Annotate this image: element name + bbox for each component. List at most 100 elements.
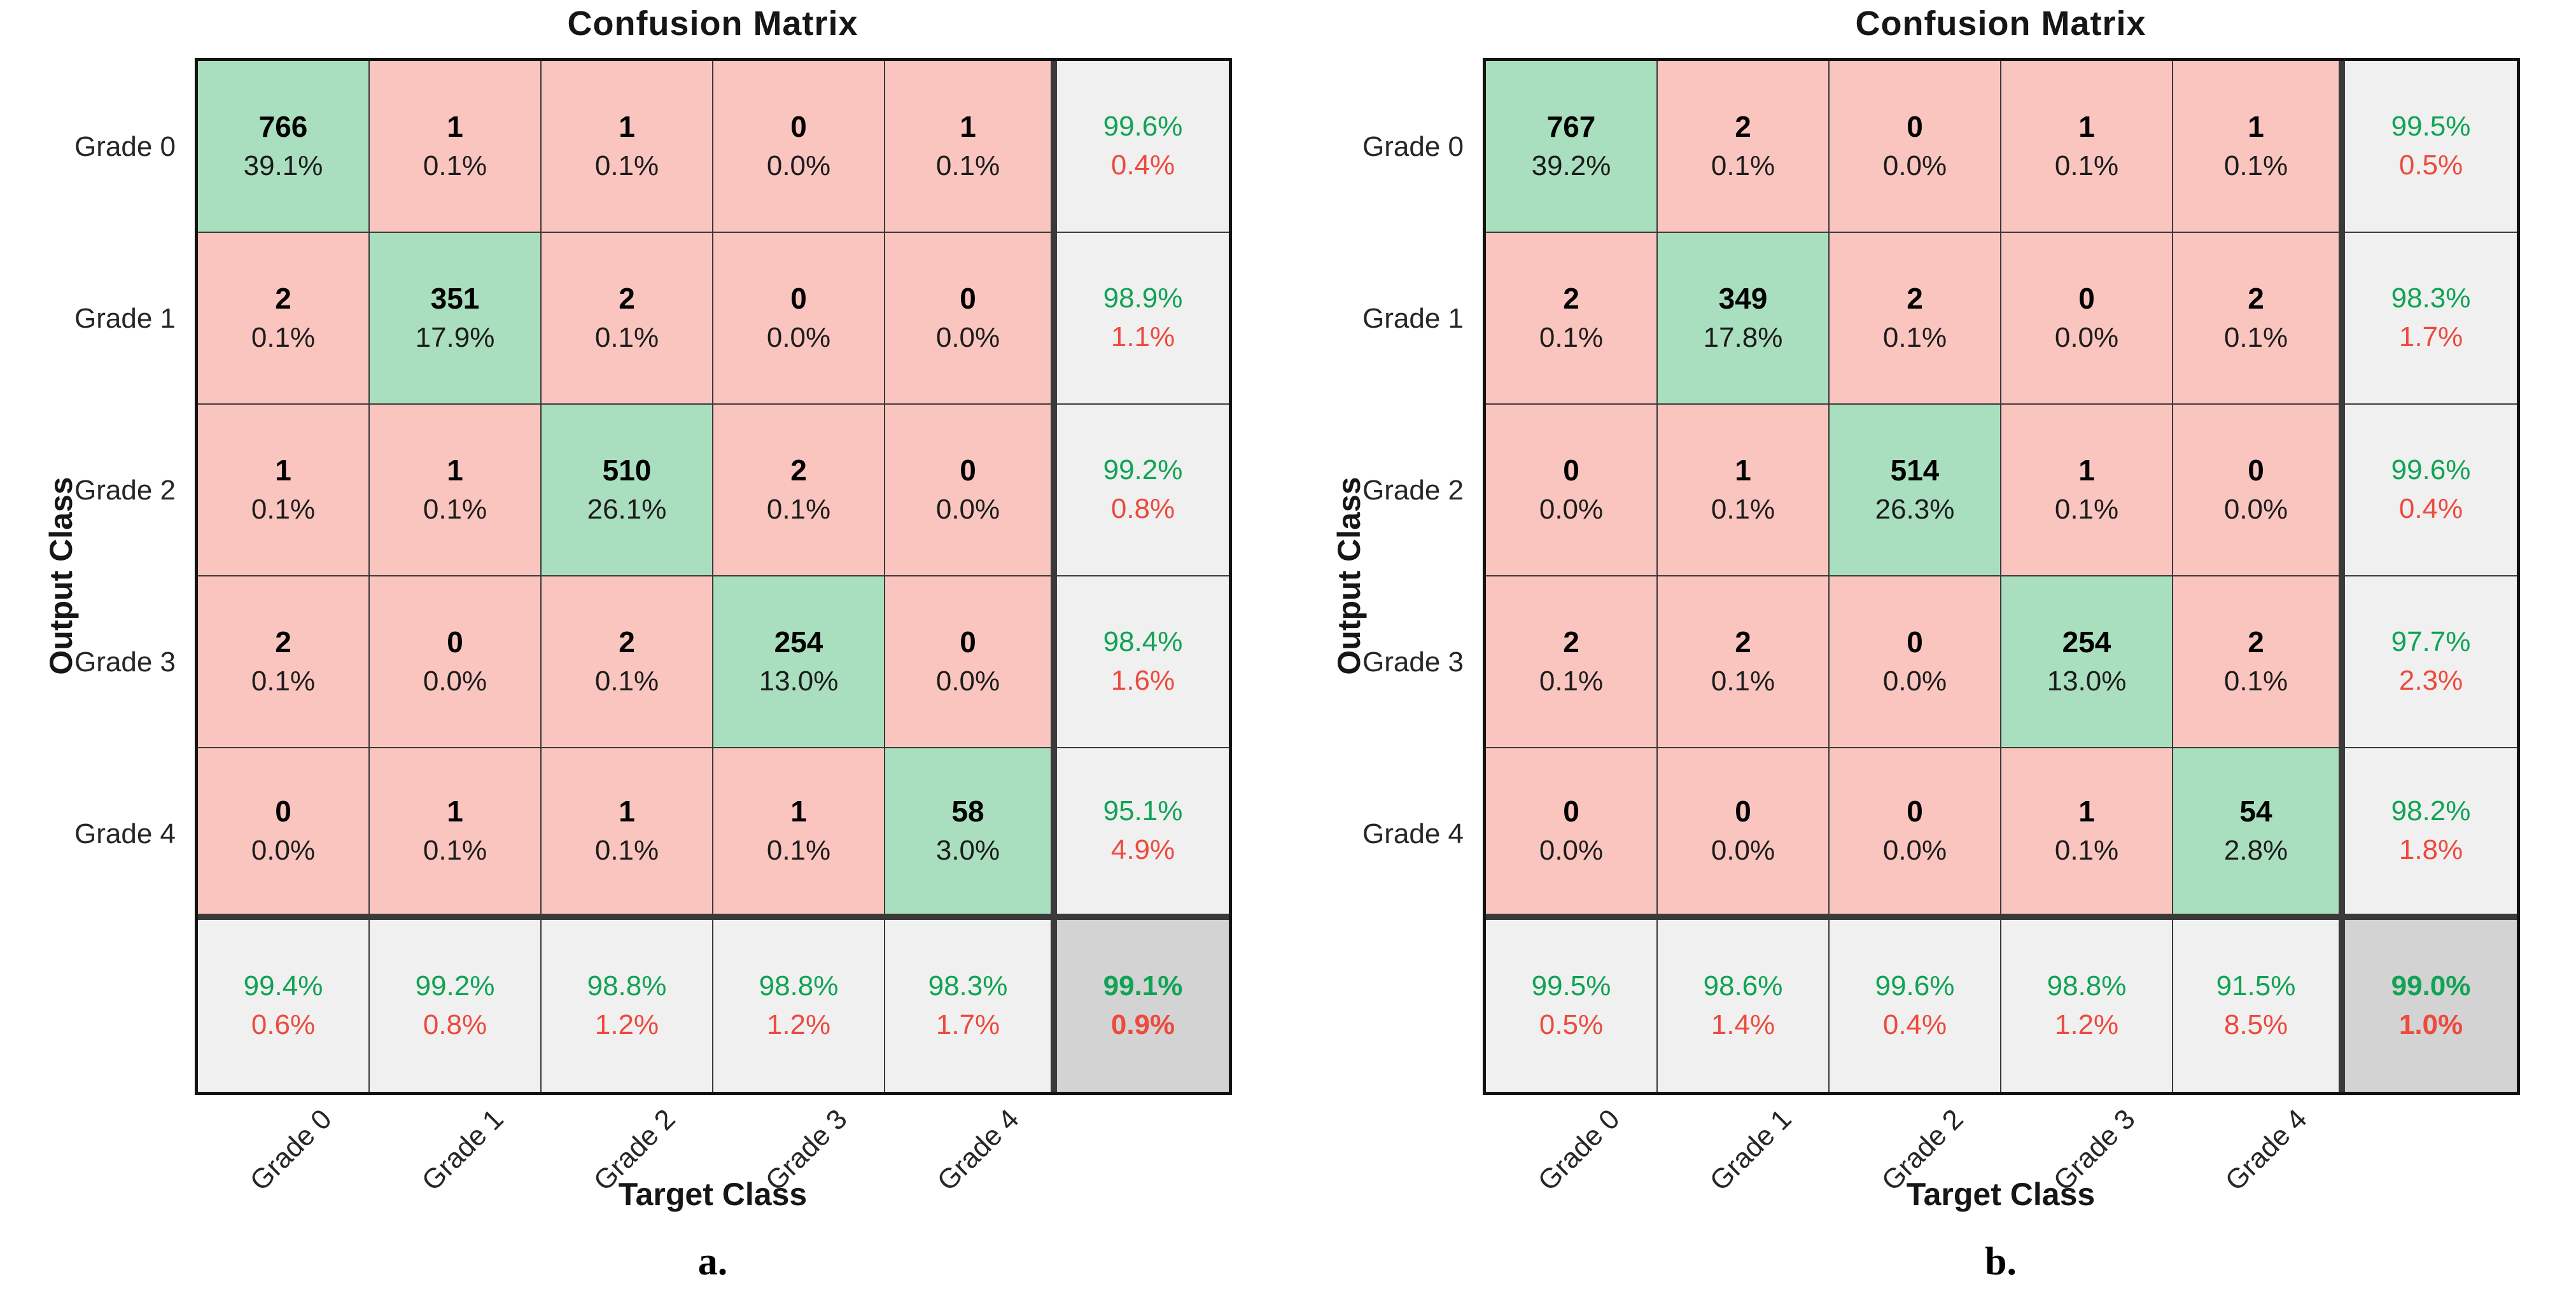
matrix-cell: 1 0.1% bbox=[542, 748, 713, 920]
incorrect-percent: 0.4% bbox=[2398, 493, 2463, 524]
row-summary-cell: 98.3% 1.7% bbox=[2345, 233, 2517, 405]
diagonal-cell: 54 2.8% bbox=[2173, 748, 2345, 920]
matrix-cell: 0 0.0% bbox=[2001, 233, 2173, 405]
cell-count: 514 bbox=[1890, 454, 1940, 487]
matrix-cell: 1 0.1% bbox=[370, 748, 542, 920]
cell-count: 0 bbox=[1907, 795, 1923, 828]
correct-percent: 98.3% bbox=[2391, 283, 2471, 314]
ytick-label: Grade 0 bbox=[74, 131, 176, 162]
matrix-cell: 0 0.0% bbox=[1830, 61, 2001, 233]
cell-percent: 0.0% bbox=[935, 494, 1000, 526]
matrix-cell: 2 0.1% bbox=[542, 576, 713, 748]
cell-percent: 0.0% bbox=[935, 322, 1000, 354]
incorrect-percent: 0.8% bbox=[1110, 493, 1175, 524]
matrix-cell: 2 0.1% bbox=[198, 576, 370, 748]
total-accuracy-cell: 99.0% 1.0% bbox=[2345, 920, 2517, 1092]
row-summary-cell: 98.2% 1.8% bbox=[2345, 748, 2517, 920]
correct-percent: 99.1% bbox=[1103, 970, 1183, 1002]
column-summary-cell: 91.5% 8.5% bbox=[2173, 920, 2345, 1092]
cell-percent: 0.1% bbox=[594, 666, 659, 697]
cell-percent: 0.1% bbox=[766, 494, 831, 526]
cell-count: 1 bbox=[619, 110, 635, 144]
cell-count: 0 bbox=[275, 795, 291, 828]
subfigure-caption: a. bbox=[697, 1240, 728, 1283]
cell-percent: 0.1% bbox=[251, 322, 316, 354]
column-summary-cell: 99.4% 0.6% bbox=[198, 920, 370, 1092]
matrix-cell: 2 0.1% bbox=[1658, 61, 1830, 233]
cell-count: 1 bbox=[2078, 110, 2095, 144]
matrix-cell: 1 0.1% bbox=[2001, 61, 2173, 233]
incorrect-percent: 1.6% bbox=[1110, 665, 1175, 696]
correct-percent: 99.6% bbox=[1875, 970, 1955, 1002]
cell-count: 767 bbox=[1546, 110, 1596, 144]
cell-count: 1 bbox=[1735, 454, 1751, 487]
cell-count: 2 bbox=[275, 282, 291, 316]
matrix-cell: 1 0.1% bbox=[370, 405, 542, 576]
cell-count: 1 bbox=[619, 795, 635, 828]
matrix-cell: 0 0.0% bbox=[2173, 405, 2345, 576]
cell-count: 1 bbox=[2078, 795, 2095, 828]
ytick-label: Grade 1 bbox=[1362, 303, 1464, 334]
correct-percent: 98.8% bbox=[759, 970, 839, 1002]
row-summary-cell: 98.4% 1.6% bbox=[1057, 576, 1229, 748]
cell-percent: 0.0% bbox=[1539, 835, 1604, 867]
ytick-label: Grade 2 bbox=[1362, 475, 1464, 506]
cell-count: 54 bbox=[2239, 795, 2272, 828]
cell-count: 0 bbox=[1907, 625, 1923, 659]
cell-percent: 0.1% bbox=[594, 835, 659, 867]
incorrect-percent: 0.4% bbox=[1110, 150, 1175, 181]
cell-percent: 13.0% bbox=[759, 666, 839, 697]
cell-count: 0 bbox=[1563, 795, 1579, 828]
diagonal-cell: 351 17.9% bbox=[370, 233, 542, 405]
cell-percent: 39.2% bbox=[1531, 150, 1611, 182]
cell-count: 0 bbox=[2078, 282, 2095, 316]
row-summary-cell: 98.9% 1.1% bbox=[1057, 233, 1229, 405]
cell-count: 0 bbox=[1563, 454, 1579, 487]
matrix-cell: 0 0.0% bbox=[1486, 748, 1658, 920]
cell-percent: 0.1% bbox=[935, 150, 1000, 182]
row-summary-cell: 95.1% 4.9% bbox=[1057, 748, 1229, 920]
matrix-cell: 0 0.0% bbox=[1830, 576, 2001, 748]
cell-count: 1 bbox=[790, 795, 807, 828]
cell-percent: 0.1% bbox=[251, 494, 316, 526]
cell-count: 0 bbox=[960, 282, 976, 316]
incorrect-percent: 0.4% bbox=[1882, 1009, 1947, 1040]
cell-percent: 13.0% bbox=[2047, 666, 2127, 697]
cell-percent: 0.0% bbox=[2054, 322, 2119, 354]
cell-count: 0 bbox=[1735, 795, 1751, 828]
matrix-cell: 2 0.1% bbox=[198, 233, 370, 405]
matrix-cell: 2 0.1% bbox=[1486, 233, 1658, 405]
cell-percent: 0.1% bbox=[2223, 150, 2288, 182]
matrix-cell: 2 0.1% bbox=[1830, 233, 2001, 405]
row-summary-cell: 99.5% 0.5% bbox=[2345, 61, 2517, 233]
cell-count: 0 bbox=[1907, 110, 1923, 144]
matrix-cell: 2 0.1% bbox=[2173, 233, 2345, 405]
cell-percent: 0.1% bbox=[1711, 150, 1775, 182]
matrix-cell: 0 0.0% bbox=[1830, 748, 2001, 920]
cell-count: 2 bbox=[1563, 282, 1579, 316]
cell-count: 0 bbox=[2248, 454, 2264, 487]
correct-percent: 99.5% bbox=[1531, 970, 1611, 1002]
correct-percent: 99.6% bbox=[2391, 454, 2471, 486]
cell-count: 2 bbox=[2248, 282, 2264, 316]
diagonal-cell: 58 3.0% bbox=[885, 748, 1057, 920]
diagonal-cell: 514 26.3% bbox=[1830, 405, 2001, 576]
cell-percent: 0.1% bbox=[1539, 666, 1604, 697]
cell-percent: 0.0% bbox=[935, 666, 1000, 697]
correct-percent: 95.1% bbox=[1103, 795, 1183, 827]
ytick-label: Grade 2 bbox=[74, 475, 176, 506]
correct-percent: 98.6% bbox=[1703, 970, 1783, 1002]
matrix-cell: 1 0.1% bbox=[713, 748, 885, 920]
diagonal-cell: 254 13.0% bbox=[713, 576, 885, 748]
cell-percent: 0.1% bbox=[423, 150, 487, 182]
total-accuracy-cell: 99.1% 0.9% bbox=[1057, 920, 1229, 1092]
cell-count: 254 bbox=[2062, 625, 2111, 659]
confusion-grid: 766 39.1% 1 0.1% 1 0.1% 0 0.0% 1 0.1% 99.6% 0.4% 2 0.… bbox=[195, 58, 1232, 1095]
cell-count: 2 bbox=[619, 625, 635, 659]
incorrect-percent: 2.3% bbox=[2398, 665, 2463, 696]
cell-percent: 0.0% bbox=[766, 150, 831, 182]
matrix-cell: 1 0.1% bbox=[2001, 748, 2173, 920]
incorrect-percent: 1.7% bbox=[935, 1009, 1000, 1040]
matrix-cell: 0 0.0% bbox=[713, 233, 885, 405]
